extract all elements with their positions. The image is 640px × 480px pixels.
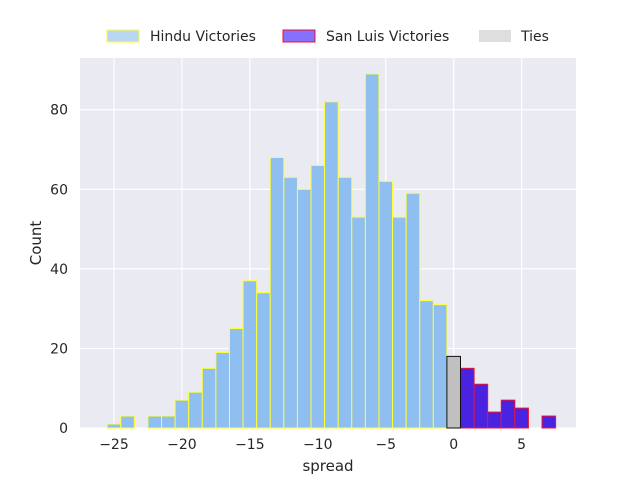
legend-label-san-luis: San Luis Victories bbox=[326, 29, 449, 45]
bar-series-0 bbox=[283, 176, 298, 429]
bar-series-0 bbox=[296, 188, 312, 429]
bar-series-0 bbox=[419, 300, 434, 429]
legend-label-ties: Ties bbox=[520, 29, 549, 45]
bar-series-0 bbox=[364, 73, 380, 429]
bar-series-0 bbox=[106, 423, 122, 429]
x-tick-label: −20 bbox=[167, 437, 197, 453]
x-tick-label: 0 bbox=[449, 437, 458, 453]
bar-series-0 bbox=[324, 101, 339, 429]
bar-series-0 bbox=[201, 367, 217, 429]
y-axis-label: Count bbox=[27, 221, 45, 266]
bar-series-1 bbox=[459, 367, 475, 429]
bar-series-0 bbox=[228, 328, 244, 429]
bar-series-0 bbox=[174, 399, 190, 429]
legend-patch-san-luis bbox=[282, 29, 316, 43]
bar-series-1 bbox=[514, 407, 529, 429]
bar-series-0 bbox=[310, 164, 326, 429]
legend-label-hindu: Hindu Victories bbox=[150, 29, 256, 45]
bar-series-0 bbox=[378, 180, 394, 429]
bar-series-0 bbox=[215, 351, 230, 429]
x-axis-label: spread bbox=[302, 457, 353, 475]
bar-series-0 bbox=[392, 216, 407, 429]
bar-series-0 bbox=[161, 415, 176, 429]
legend: Hindu Victories San Luis Victories Ties bbox=[106, 29, 549, 45]
bar-series-0 bbox=[351, 216, 366, 429]
bar-series-0 bbox=[256, 292, 271, 429]
x-tick-label: −15 bbox=[235, 437, 265, 453]
x-tick-label: 5 bbox=[517, 437, 526, 453]
bar-series-0 bbox=[147, 415, 163, 429]
bar-series-0 bbox=[432, 304, 448, 429]
y-axis-ticks: 0 20 40 60 80 bbox=[50, 103, 68, 437]
legend-patch-ties bbox=[479, 30, 511, 42]
bar-series-2 bbox=[446, 355, 461, 429]
y-tick-label: 20 bbox=[50, 341, 68, 357]
bar-series-1 bbox=[541, 415, 557, 429]
bars bbox=[106, 73, 557, 429]
bar-series-0 bbox=[269, 156, 285, 429]
bar-series-1 bbox=[473, 383, 489, 429]
bar-series-0 bbox=[188, 391, 203, 429]
x-axis-ticks: −25 −20 −15 −10 −5 0 5 bbox=[99, 437, 526, 453]
bar-series-1 bbox=[487, 411, 502, 429]
y-tick-label: 60 bbox=[50, 182, 68, 198]
bar-series-1 bbox=[500, 399, 516, 429]
bar-series-0 bbox=[242, 280, 258, 429]
x-tick-label: −25 bbox=[99, 437, 129, 453]
bar-series-0 bbox=[405, 192, 421, 429]
y-tick-label: 80 bbox=[50, 103, 68, 119]
x-tick-label: −10 bbox=[303, 437, 333, 453]
bar-series-0 bbox=[337, 176, 353, 429]
legend-patch-hindu bbox=[106, 29, 140, 43]
y-tick-label: 40 bbox=[50, 262, 68, 278]
y-tick-label: 0 bbox=[59, 421, 68, 437]
x-tick-label: −5 bbox=[375, 437, 396, 453]
bar-series-0 bbox=[120, 415, 135, 429]
